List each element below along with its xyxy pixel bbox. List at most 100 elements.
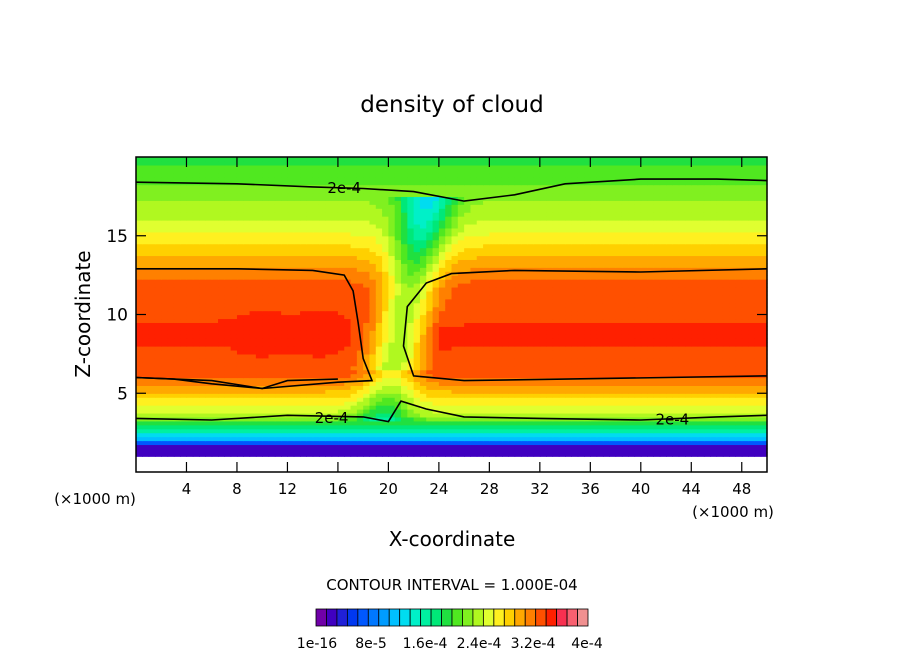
contour-cell [590, 365, 598, 371]
contour-cell [697, 275, 705, 280]
contour-cell [401, 279, 408, 284]
contour-cell [331, 342, 339, 347]
contour-cell [691, 306, 699, 312]
contour-cell [451, 263, 459, 268]
contour-cell [243, 259, 251, 264]
contour-cell [634, 412, 642, 418]
contour-cell [268, 401, 276, 406]
contour-cell [205, 342, 213, 347]
contour-cell [161, 338, 169, 343]
contour-cell [577, 330, 585, 335]
contour-cell [199, 334, 207, 339]
contour-cell [426, 318, 434, 323]
contour-cell [142, 357, 150, 363]
contour-cell [426, 314, 434, 320]
contour-cell [602, 294, 610, 300]
contour-cell [476, 338, 484, 343]
contour-cell [186, 275, 194, 280]
contour-cell [697, 342, 705, 347]
contour-cell [186, 326, 194, 331]
contour-cell [388, 259, 396, 264]
contour-cell [262, 369, 270, 375]
contour-cell [426, 298, 434, 304]
contour-cell [748, 290, 755, 296]
contour-cell [666, 326, 673, 331]
contour-cell [243, 275, 251, 280]
contour-cell [451, 420, 459, 426]
contour-cell [672, 448, 680, 453]
contour-cell [640, 397, 648, 402]
contour-cell [514, 432, 522, 438]
contour-cell [363, 361, 371, 367]
contour-cell [205, 424, 213, 430]
contour-cell [722, 283, 730, 288]
contour-cell [394, 452, 402, 457]
contour-cell [489, 338, 497, 343]
contour-cell [539, 318, 547, 323]
contour-cell [476, 444, 484, 449]
contour-cell [552, 314, 560, 320]
contour-cell [565, 310, 572, 316]
contour-cell [501, 393, 509, 398]
contour-cell [659, 436, 667, 442]
contour-cell [192, 440, 200, 446]
contour-cell [274, 338, 282, 343]
contour-cell [666, 361, 673, 367]
contour-cell [716, 389, 724, 394]
contour-cell [697, 346, 705, 351]
contour-cell [331, 444, 339, 449]
contour-cell [325, 263, 333, 268]
contour-cell [501, 432, 509, 438]
contour-cell [527, 346, 535, 351]
contour-cell [363, 322, 371, 327]
contour-cell [306, 346, 314, 351]
contour-cell [684, 298, 692, 304]
contour-cell [565, 283, 572, 288]
contour-cell [584, 286, 591, 292]
contour-cell [249, 412, 257, 418]
contour-cell [432, 420, 440, 426]
contour-cell [628, 290, 636, 296]
contour-cell [735, 346, 743, 351]
contour-cell [609, 448, 617, 453]
contour-cell [546, 259, 554, 264]
contour-cell [514, 271, 522, 276]
contour-cell [186, 298, 194, 304]
contour-cell [684, 409, 692, 414]
contour-cell [287, 346, 295, 351]
contour-cell [243, 432, 251, 438]
contour-cell [691, 322, 699, 327]
contour-cell [167, 302, 175, 308]
contour-cell [533, 401, 541, 406]
contour-cell [325, 353, 333, 359]
contour-cell [716, 397, 724, 402]
contour-cell [363, 405, 371, 410]
contour-cell [236, 381, 244, 386]
contour-cell [760, 397, 768, 402]
contour-cell [224, 448, 232, 453]
contour-cell [413, 349, 421, 355]
contour-cell [533, 424, 541, 430]
contour-cell [514, 283, 522, 288]
contour-cell [464, 279, 472, 284]
contour-cell [438, 440, 446, 446]
contour-cell [356, 290, 364, 296]
contour-cell [243, 365, 251, 371]
contour-cell [640, 361, 648, 367]
contour-cell [318, 279, 326, 284]
contour-cell [388, 298, 396, 304]
contour-cell [205, 259, 213, 264]
contour-cell [281, 424, 289, 430]
contour-cell [464, 263, 472, 268]
contour-cell [703, 420, 711, 426]
contour-cell [413, 440, 421, 446]
contour-cell [628, 338, 636, 343]
contour-cell [691, 397, 699, 402]
contour-cell [180, 259, 188, 264]
contour-cell [628, 397, 636, 402]
contour-cell [388, 401, 396, 406]
contour-cell [470, 409, 478, 414]
contour-cell [136, 298, 143, 304]
contour-cell [684, 361, 692, 367]
contour-cell [148, 444, 156, 449]
